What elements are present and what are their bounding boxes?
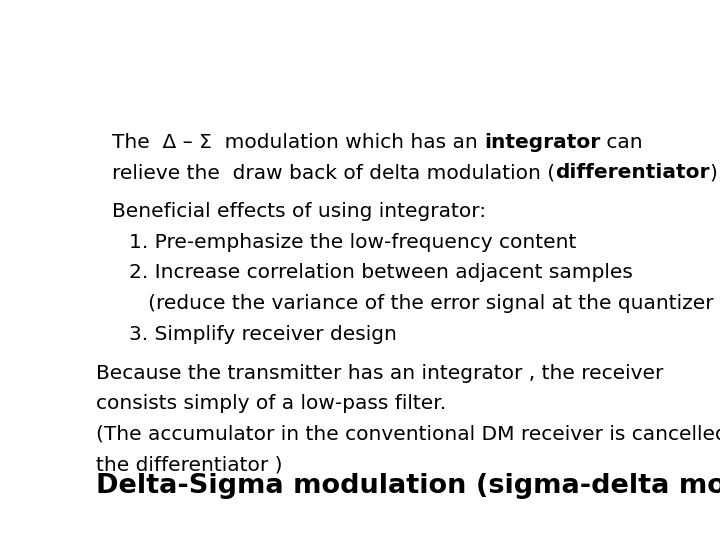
- Text: differentiator: differentiator: [555, 164, 709, 183]
- Text: 1. Pre-emphasize the low-frequency content: 1. Pre-emphasize the low-frequency conte…: [129, 233, 576, 252]
- Text: (reduce the variance of the error signal at the quantizer input ): (reduce the variance of the error signal…: [129, 294, 720, 313]
- Text: Because the transmitter has an integrator , the receiver: Because the transmitter has an integrato…: [96, 363, 664, 382]
- Text: integrator: integrator: [484, 132, 600, 152]
- Text: Beneficial effects of using integrator:: Beneficial effects of using integrator:: [112, 202, 486, 221]
- Text: relieve the  draw back of delta modulation (: relieve the draw back of delta modulatio…: [112, 164, 555, 183]
- Text: Delta-Sigma modulation (sigma-delta modulation): Delta-Sigma modulation (sigma-delta modu…: [96, 473, 720, 499]
- Text: can: can: [600, 132, 643, 152]
- Text: consists simply of a low-pass filter.: consists simply of a low-pass filter.: [96, 394, 446, 413]
- Text: The  Δ – Σ  modulation which has an: The Δ – Σ modulation which has an: [112, 132, 484, 152]
- Text: (The accumulator in the conventional DM receiver is cancelled by: (The accumulator in the conventional DM …: [96, 425, 720, 444]
- Text: 2. Increase correlation between adjacent samples: 2. Increase correlation between adjacent…: [129, 264, 633, 282]
- Text: ): ): [709, 164, 717, 183]
- Text: 3. Simplify receiver design: 3. Simplify receiver design: [129, 325, 397, 344]
- Text: the differentiator ): the differentiator ): [96, 456, 283, 475]
